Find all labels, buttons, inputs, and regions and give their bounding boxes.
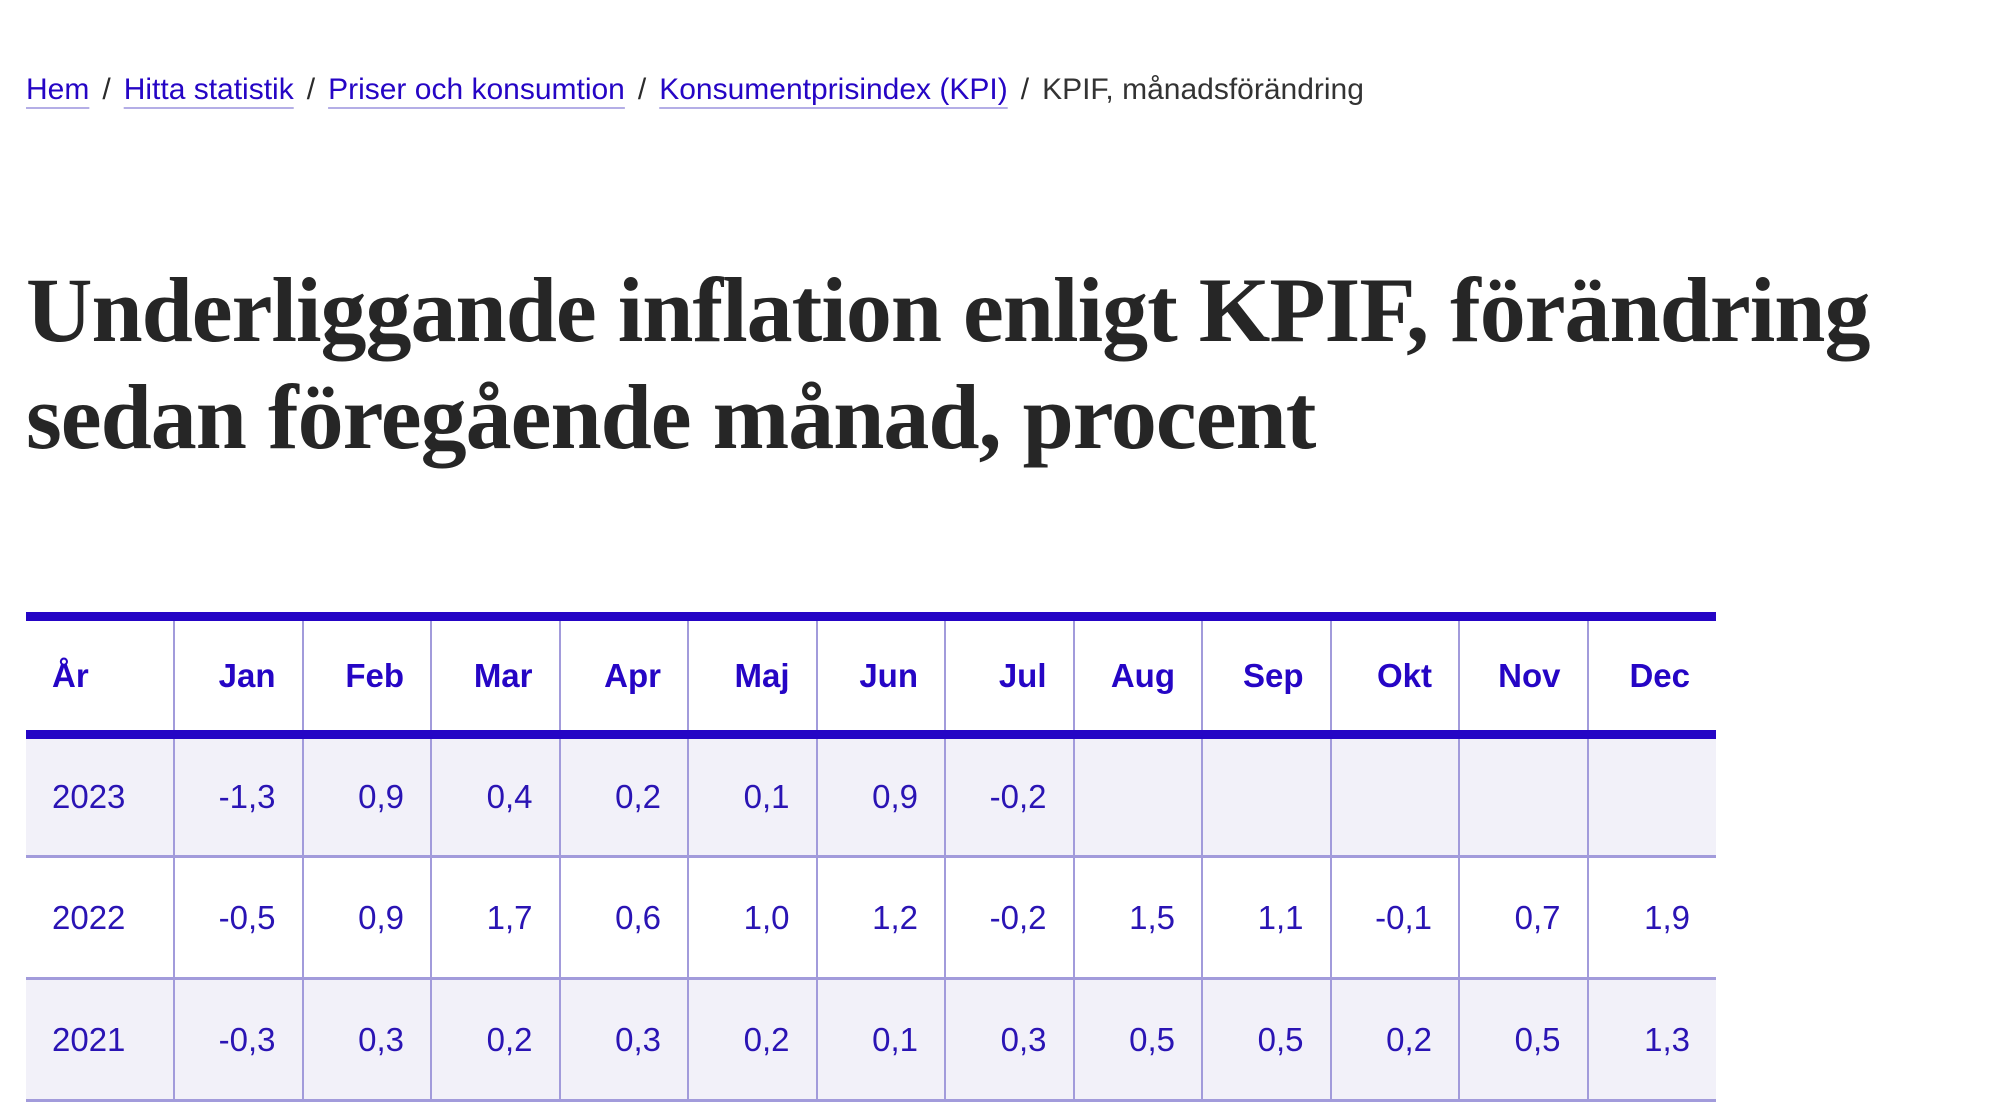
value-cell: 0,5 [1458, 977, 1588, 1103]
value-cell: 0,9 [301, 855, 431, 979]
value-cell: -0,2 [944, 855, 1074, 979]
value-cell: 0,5 [1072, 977, 1202, 1103]
column-header-month: Jan [173, 612, 303, 740]
value-cell: 1,3 [1586, 977, 1716, 1103]
value-cell: 0,2 [558, 734, 688, 857]
breadcrumb-separator: / [637, 73, 647, 106]
column-header-month: Nov [1458, 612, 1588, 740]
value-cell: 1,2 [815, 855, 945, 979]
value-cell: 0,2 [430, 977, 560, 1103]
column-header-month: Aug [1072, 612, 1202, 740]
value-cell: 0,2 [687, 977, 817, 1103]
value-cell [1072, 734, 1202, 857]
year-cell: 2022 [26, 855, 174, 979]
breadcrumb-link-hitta-statistik[interactable]: Hitta statistik [123, 73, 294, 106]
value-cell: -0,3 [173, 977, 303, 1103]
table-row: 2022 -0,5 0,9 1,7 0,6 1,0 1,2 -0,2 1,5 1,1 -0,1 0,7… [26, 855, 1716, 979]
value-cell [1458, 734, 1588, 857]
value-cell [1201, 734, 1331, 857]
value-cell: 1,5 [1072, 855, 1202, 979]
value-cell: 0,6 [558, 855, 688, 979]
breadcrumb: Hem / Hitta statistik / Priser och konsumtio… [26, 70, 1987, 109]
value-cell: 0,2 [1329, 977, 1459, 1103]
breadcrumb-current-page: KPIF, månadsförändring [1042, 73, 1364, 106]
column-header-month: Jun [815, 612, 945, 740]
value-cell: 1,9 [1586, 855, 1716, 979]
column-header-year: År [26, 612, 174, 740]
value-cell: 0,3 [301, 977, 431, 1103]
value-cell: -0,2 [944, 734, 1074, 857]
value-cell [1329, 734, 1459, 857]
column-header-month: Sep [1201, 612, 1331, 740]
kpif-monthly-change-table: År Jan Feb Mar Apr Maj Jun Jul Aug Sep Okt Nov Dec 2… [26, 612, 1716, 1103]
column-header-month: Apr [558, 612, 688, 740]
value-cell: 0,5 [1201, 977, 1331, 1103]
value-cell: 0,3 [944, 977, 1074, 1103]
breadcrumb-separator: / [102, 73, 111, 106]
page-title: Underliggande inflation enligt KPIF, för… [26, 259, 1870, 468]
value-cell: 0,1 [815, 977, 945, 1103]
value-cell: -0,1 [1329, 855, 1459, 979]
table-row: 2021 -0,3 0,3 0,2 0,3 0,2 0,1 0,3 0,5 0,5 0,2 0,5 1,… [26, 977, 1716, 1103]
breadcrumb-link-priser-och-konsumtion[interactable]: Priser och konsumtion [328, 73, 625, 106]
value-cell: 0,9 [301, 734, 431, 857]
year-cell: 2023 [26, 734, 174, 857]
year-cell: 2021 [26, 977, 174, 1103]
breadcrumb-link-hem[interactable]: Hem [26, 73, 90, 106]
column-header-month: Jul [944, 612, 1074, 740]
value-cell: 1,0 [687, 855, 817, 979]
table-head: År Jan Feb Mar Apr Maj Jun Jul Aug Sep Okt Nov Dec [26, 612, 1716, 740]
value-cell: 0,9 [815, 734, 945, 857]
value-cell: 0,7 [1458, 855, 1588, 979]
value-cell: 0,3 [558, 977, 688, 1103]
value-cell [1586, 734, 1716, 857]
column-header-month: Feb [301, 612, 431, 740]
table-row: 2023 -1,3 0,9 0,4 0,2 0,1 0,9 -0,2 [26, 734, 1716, 857]
value-cell: 0,1 [687, 734, 817, 857]
value-cell: -1,3 [173, 734, 303, 857]
table-header-row: År Jan Feb Mar Apr Maj Jun Jul Aug Sep Okt Nov Dec [26, 612, 1716, 740]
value-cell: -0,5 [173, 855, 303, 979]
value-cell: 1,1 [1201, 855, 1331, 979]
column-header-month: Okt [1329, 612, 1459, 740]
value-cell: 0,4 [430, 734, 560, 857]
value-cell: 1,7 [430, 855, 560, 979]
column-header-month: Mar [430, 612, 560, 740]
table-body: 2023 -1,3 0,9 0,4 0,2 0,1 0,9 -0,2 2022 -0,5 0,9 1,… [26, 734, 1716, 1103]
column-header-month: Maj [687, 612, 817, 740]
breadcrumb-separator: / [306, 73, 316, 106]
breadcrumb-separator: / [1020, 73, 1030, 106]
breadcrumb-link-konsumentprisindex-kpi[interactable]: Konsumentprisindex (KPI) [659, 73, 1008, 106]
column-header-month: Dec [1586, 612, 1716, 740]
statistics-table-container: År Jan Feb Mar Apr Maj Jun Jul Aug Sep Okt Nov Dec 2… [26, 612, 1987, 1103]
